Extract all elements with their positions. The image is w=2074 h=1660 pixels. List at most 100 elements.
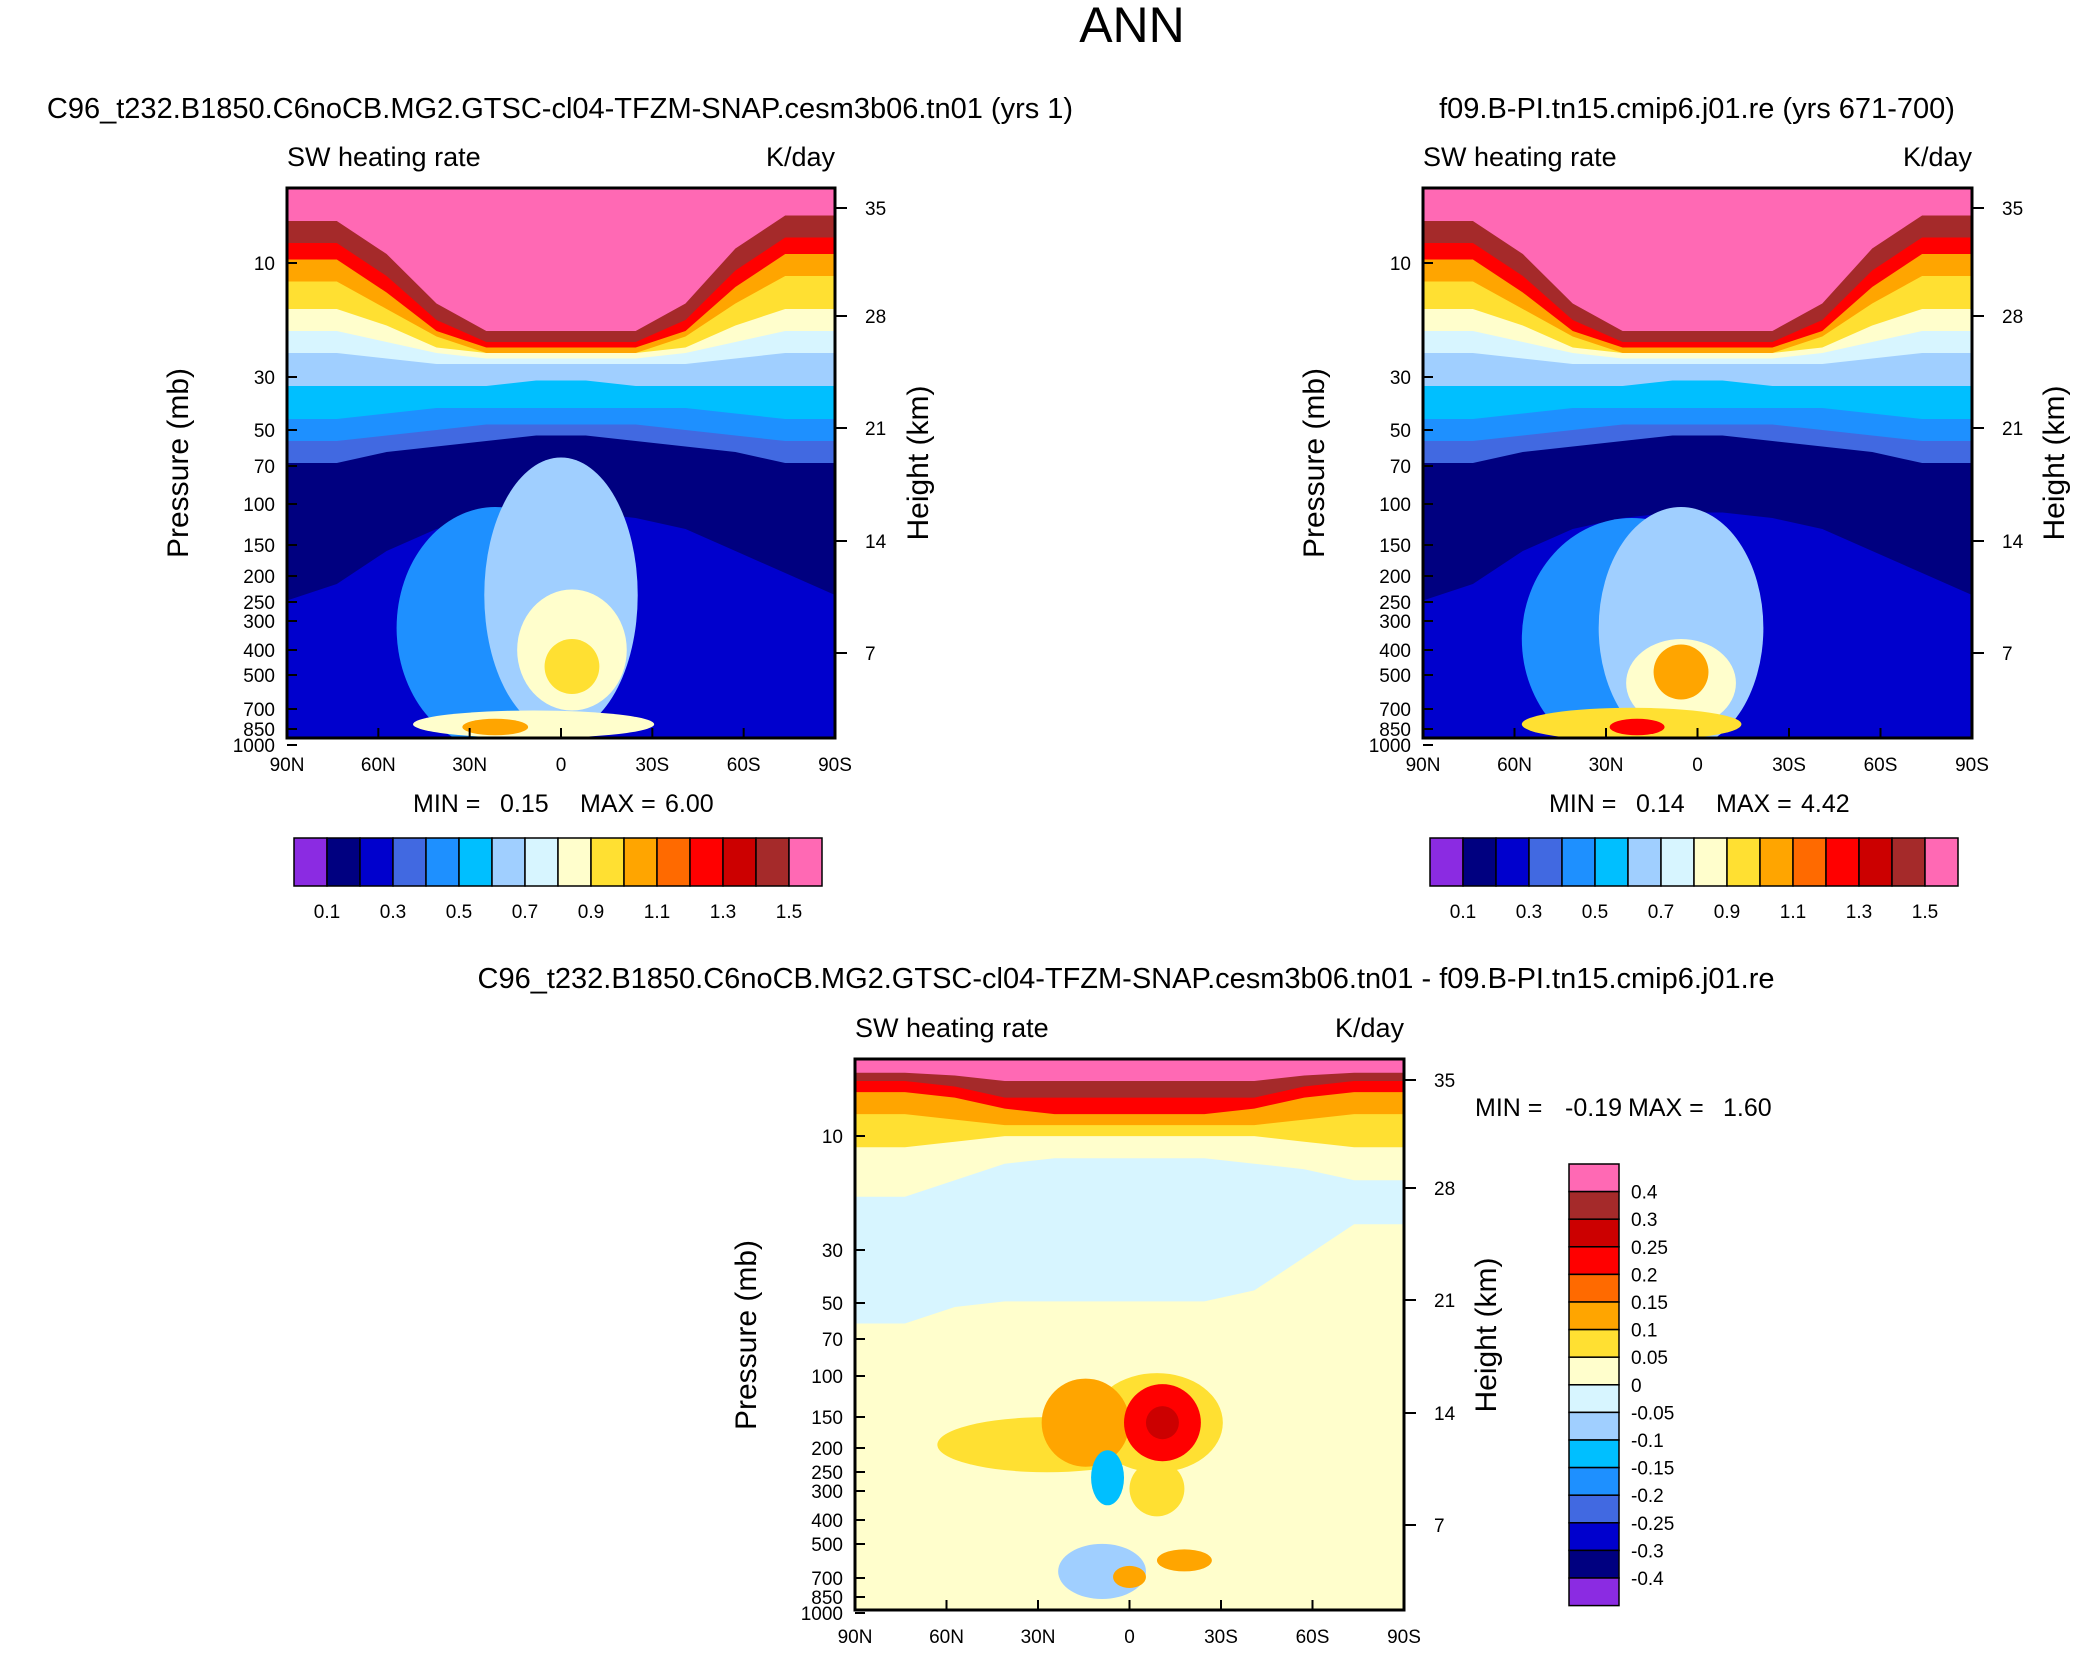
y2-tick-label: 14 bbox=[1434, 1404, 1456, 1425]
x-tick-label: 90N bbox=[838, 1627, 873, 1648]
colorbar-box bbox=[1568, 1439, 1620, 1469]
colorbar-box bbox=[1792, 837, 1827, 887]
y-tick-label: 700 bbox=[243, 700, 275, 721]
colorbar-label: 0.1 bbox=[1631, 1321, 1657, 1342]
colorbar-label: 1.3 bbox=[1846, 902, 1872, 923]
y2-tick-label: 7 bbox=[1434, 1516, 1445, 1537]
y-tick-label: 850 bbox=[243, 720, 275, 741]
panel-3-min-value: -0.19 bbox=[1565, 1094, 1622, 1122]
colorbar-label: -0.1 bbox=[1631, 1431, 1664, 1452]
colorbar-box bbox=[722, 837, 757, 887]
panel-1-axes: 90N 60N 30N 0 30S 60S 90S103050701001502002503… bbox=[233, 199, 887, 776]
colorbar-box bbox=[1568, 1246, 1620, 1276]
y-tick-label: 400 bbox=[811, 1511, 843, 1532]
colorbar-box bbox=[1924, 837, 1959, 887]
y-tick-label: 400 bbox=[1379, 641, 1411, 662]
y2-tick-label: 21 bbox=[865, 419, 886, 440]
y-tick-label: 500 bbox=[1379, 666, 1411, 687]
y-tick-label: 200 bbox=[811, 1439, 843, 1460]
contour-blob bbox=[1156, 1549, 1212, 1572]
panel-1-y2-axis-title: Height (km) bbox=[902, 385, 935, 540]
colorbar-label: 1.5 bbox=[1912, 902, 1938, 923]
colorbar-box bbox=[392, 837, 427, 887]
panel-1-contour-field bbox=[287, 188, 835, 738]
colorbar-box bbox=[359, 837, 394, 887]
colorbar-label: 0.7 bbox=[1648, 902, 1674, 923]
colorbar-label: 0.7 bbox=[512, 902, 538, 923]
x-tick-label: 60S bbox=[1864, 755, 1898, 776]
colorbar-label: 0.3 bbox=[1631, 1210, 1657, 1231]
colorbar-label: 0.9 bbox=[1714, 902, 1740, 923]
contour-blob bbox=[413, 710, 655, 738]
colorbar-box bbox=[1627, 837, 1662, 887]
colorbar-box bbox=[1462, 837, 1497, 887]
panel-1-max-label: MAX = bbox=[580, 790, 656, 818]
x-tick-label: 30S bbox=[635, 755, 669, 776]
y-tick-label: 200 bbox=[1379, 567, 1411, 588]
colorbar-box bbox=[425, 837, 460, 887]
colorbar-label: 0.15 bbox=[1631, 1293, 1668, 1314]
panel-3-axes: 90N 60N 30N 0 30S 60S 90S103050701001502002503… bbox=[801, 1071, 1456, 1648]
colorbar-box bbox=[590, 837, 625, 887]
y-tick-label: 30 bbox=[822, 1241, 843, 1262]
y-tick-label: 10 bbox=[822, 1127, 843, 1148]
panel-2-max-label: MAX = bbox=[1716, 790, 1792, 818]
colorbar-box bbox=[1568, 1384, 1620, 1414]
contour-blob bbox=[1653, 644, 1709, 700]
colorbar-label: -0.15 bbox=[1631, 1459, 1674, 1480]
colorbar-label: 1.5 bbox=[776, 902, 802, 923]
panel-1-max-value: 6.00 bbox=[665, 790, 714, 818]
y-tick-label: 850 bbox=[1379, 720, 1411, 741]
colorbar-box bbox=[1759, 837, 1794, 887]
x-tick-label: 0 bbox=[1692, 755, 1703, 776]
x-tick-label: 60S bbox=[1296, 1627, 1330, 1648]
panel-2-contour-field bbox=[1423, 188, 1972, 738]
colorbar-label: -0.05 bbox=[1631, 1403, 1674, 1424]
panel-1-variable-label: SW heating rate bbox=[287, 142, 481, 172]
panel-2-min-value: 0.14 bbox=[1636, 790, 1685, 818]
colorbar-box bbox=[1568, 1356, 1620, 1386]
contour-blob bbox=[1091, 1450, 1125, 1506]
panel-1-min-value: 0.15 bbox=[500, 790, 549, 818]
y2-tick-label: 28 bbox=[2002, 307, 2023, 328]
x-tick-label: 0 bbox=[1124, 1627, 1135, 1648]
y-tick-label: 100 bbox=[1379, 495, 1411, 516]
colorbar-label: -0.3 bbox=[1631, 1541, 1664, 1562]
colorbar-box bbox=[524, 837, 559, 887]
y2-tick-label: 14 bbox=[865, 532, 887, 553]
colorbar-label: 0.9 bbox=[578, 902, 604, 923]
y-tick-label: 10 bbox=[1390, 254, 1411, 275]
x-tick-label: 60S bbox=[727, 755, 761, 776]
colorbar-label: 1.1 bbox=[1780, 902, 1806, 923]
colorbar-label: 0.5 bbox=[1582, 902, 1608, 923]
y2-tick-label: 7 bbox=[2002, 644, 2013, 665]
contour-blob bbox=[1145, 1406, 1179, 1440]
colorbar-box bbox=[1660, 837, 1695, 887]
colorbar-label: 1.3 bbox=[710, 902, 736, 923]
y-tick-label: 1000 bbox=[233, 736, 275, 757]
colorbar-label: 0.4 bbox=[1631, 1183, 1658, 1204]
y-tick-label: 50 bbox=[822, 1294, 843, 1315]
figure-title: ANN bbox=[1079, 0, 1185, 53]
colorbar-box bbox=[1693, 837, 1728, 887]
x-tick-label: 90S bbox=[1387, 1627, 1421, 1648]
colorbar-box bbox=[1568, 1494, 1620, 1524]
x-tick-label: 30N bbox=[1021, 1627, 1056, 1648]
panel-1-min-label: MIN = bbox=[413, 790, 480, 818]
colorbar-box bbox=[1568, 1190, 1620, 1220]
colorbar-box bbox=[1858, 837, 1893, 887]
colorbar-label: -0.25 bbox=[1631, 1514, 1674, 1535]
x-tick-label: 30N bbox=[452, 755, 487, 776]
y-tick-label: 500 bbox=[811, 1535, 843, 1556]
colorbar-label: 0.3 bbox=[1516, 902, 1542, 923]
colorbar-label: 0.05 bbox=[1631, 1348, 1668, 1369]
colorbar-box bbox=[788, 837, 823, 887]
x-tick-label: 90S bbox=[818, 755, 852, 776]
panel-3-min-label: MIN = bbox=[1475, 1094, 1542, 1122]
y-tick-label: 850 bbox=[811, 1588, 843, 1609]
x-tick-label: 90N bbox=[1406, 755, 1441, 776]
colorbar-box bbox=[689, 837, 724, 887]
colorbar-label: -0.2 bbox=[1631, 1486, 1664, 1507]
panel-1-y-axis-title: Pressure (mb) bbox=[162, 368, 195, 558]
panel-2-y2-axis-title: Height (km) bbox=[2038, 385, 2071, 540]
